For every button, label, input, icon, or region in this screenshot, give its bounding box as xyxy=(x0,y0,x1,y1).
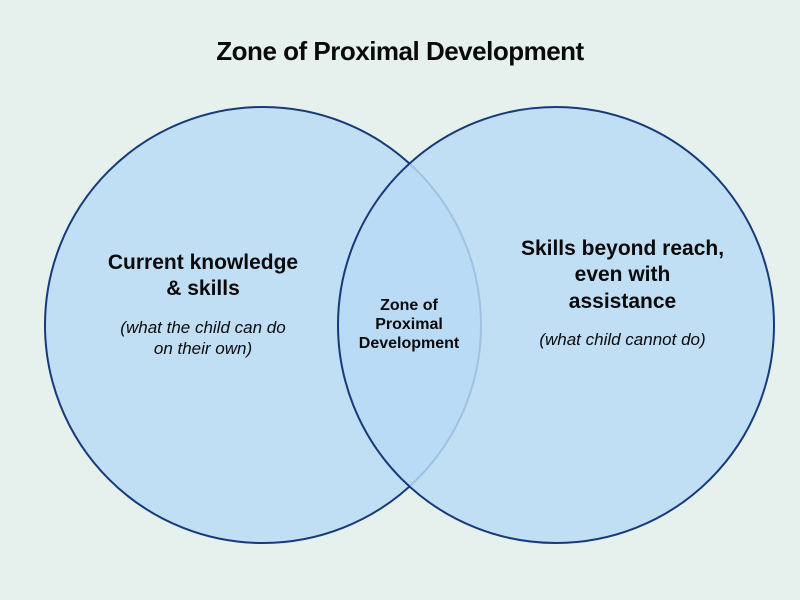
left-label-group: Current knowledge& skills (what the chil… xyxy=(88,250,318,359)
center-label: Zone ofProximalDevelopment xyxy=(352,296,466,354)
left-label-main: Current knowledge& skills xyxy=(88,250,318,303)
right-label-group: Skills beyond reach,even withassistance … xyxy=(500,236,745,350)
right-label-sub: (what child cannot do) xyxy=(500,329,745,350)
left-label-sub: (what the child can doon their own) xyxy=(88,317,318,360)
right-label-main: Skills beyond reach,even withassistance xyxy=(500,236,745,315)
